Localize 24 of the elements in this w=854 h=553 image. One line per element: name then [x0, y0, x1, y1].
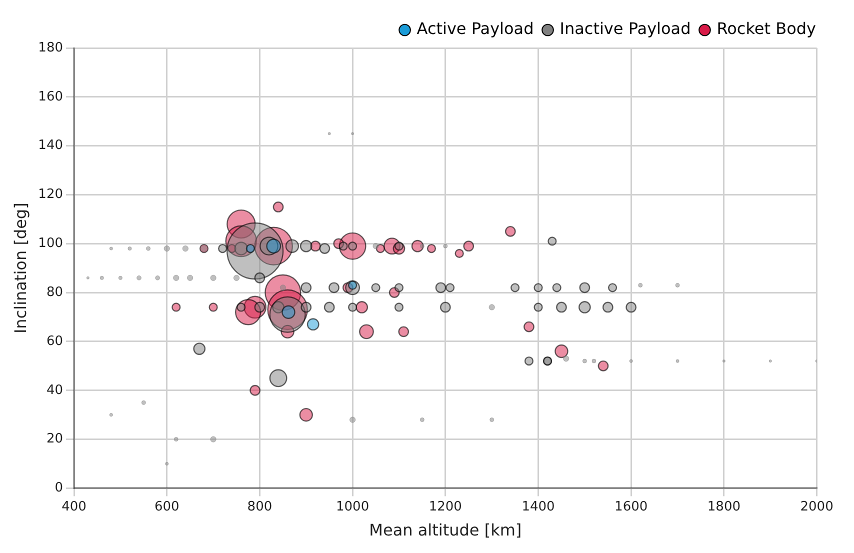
- y-tick-label: 180: [38, 40, 64, 56]
- y-tick-label: 120: [38, 187, 64, 202]
- y-tick-label: 20: [46, 432, 64, 447]
- legend-label: Active Payload: [416, 19, 534, 38]
- legend-label: Rocket Body: [716, 19, 816, 38]
- y-tick-label: 80: [46, 284, 64, 300]
- x-tick-label: 1400: [522, 499, 555, 514]
- y-tick-label: 100: [38, 236, 64, 252]
- x-tick-label: 800: [247, 499, 272, 514]
- x-tick-label: 2000: [800, 499, 834, 514]
- x-tick-label: 1000: [336, 499, 370, 514]
- legend-label: Inactive Payload: [560, 19, 691, 38]
- y-tick-label: 0: [54, 480, 64, 496]
- x-axis-title: Mean altitude [km]: [369, 520, 522, 540]
- x-tick-label: 1200: [428, 499, 462, 514]
- x-tick-label: 1600: [614, 499, 648, 514]
- y-tick-label: 60: [46, 334, 64, 349]
- y-tick-label: 140: [38, 138, 64, 154]
- x-tick-label: 400: [62, 499, 86, 514]
- y-tick-label: 40: [46, 382, 64, 398]
- y-axis-title: Inclination [deg]: [10, 202, 30, 334]
- x-tick-label: 1800: [707, 499, 740, 514]
- x-tick-label: 600: [154, 499, 180, 514]
- y-tick-label: 160: [38, 89, 64, 104]
